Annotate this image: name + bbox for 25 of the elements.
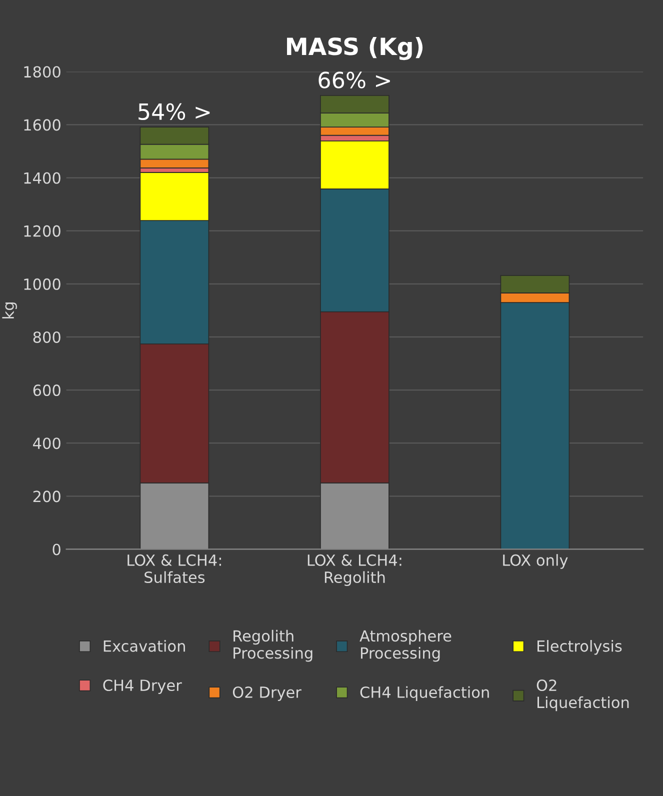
- annotation: 66% >: [318, 72, 390, 88]
- x-tick-label: LOX & LCH4: Sulfates: [128, 554, 221, 584]
- legend-label: Atmosphere Processing: [360, 630, 452, 662]
- y-tick-label: 1600: [24, 119, 60, 131]
- annotation: 54% >: [138, 103, 210, 120]
- y-tick-label: 1200: [24, 225, 60, 237]
- legend-label: O2 Dryer: [232, 686, 302, 701]
- y-tick-label: 800: [33, 331, 60, 343]
- y-tick-label: 1400: [24, 172, 60, 184]
- y-tick-label: 600: [33, 384, 60, 396]
- y-tick-label: 1800: [24, 66, 60, 78]
- x-tick-label: LOX only: [503, 554, 568, 569]
- y-tick-label: 200: [33, 490, 60, 502]
- legend-label: CH4 Dryer: [103, 679, 182, 694]
- y-tick-label: 0: [52, 544, 60, 556]
- legend-label: Excavation: [104, 640, 185, 652]
- chart-title: MASS (Kg): [287, 37, 423, 60]
- y-tick-label: 400: [33, 438, 60, 450]
- legend-label: Electrolysis: [537, 640, 622, 655]
- y-tick-label: 1000: [24, 278, 60, 290]
- legend-label: Regolith Processing: [234, 630, 312, 662]
- y-axis-title: kg: [2, 302, 17, 318]
- legend-label: O2 Liquefaction: [536, 679, 629, 712]
- legend-label: CH4 Liquefaction: [360, 686, 489, 701]
- x-tick-label: LOX & LCH4: Regolith: [308, 554, 402, 586]
